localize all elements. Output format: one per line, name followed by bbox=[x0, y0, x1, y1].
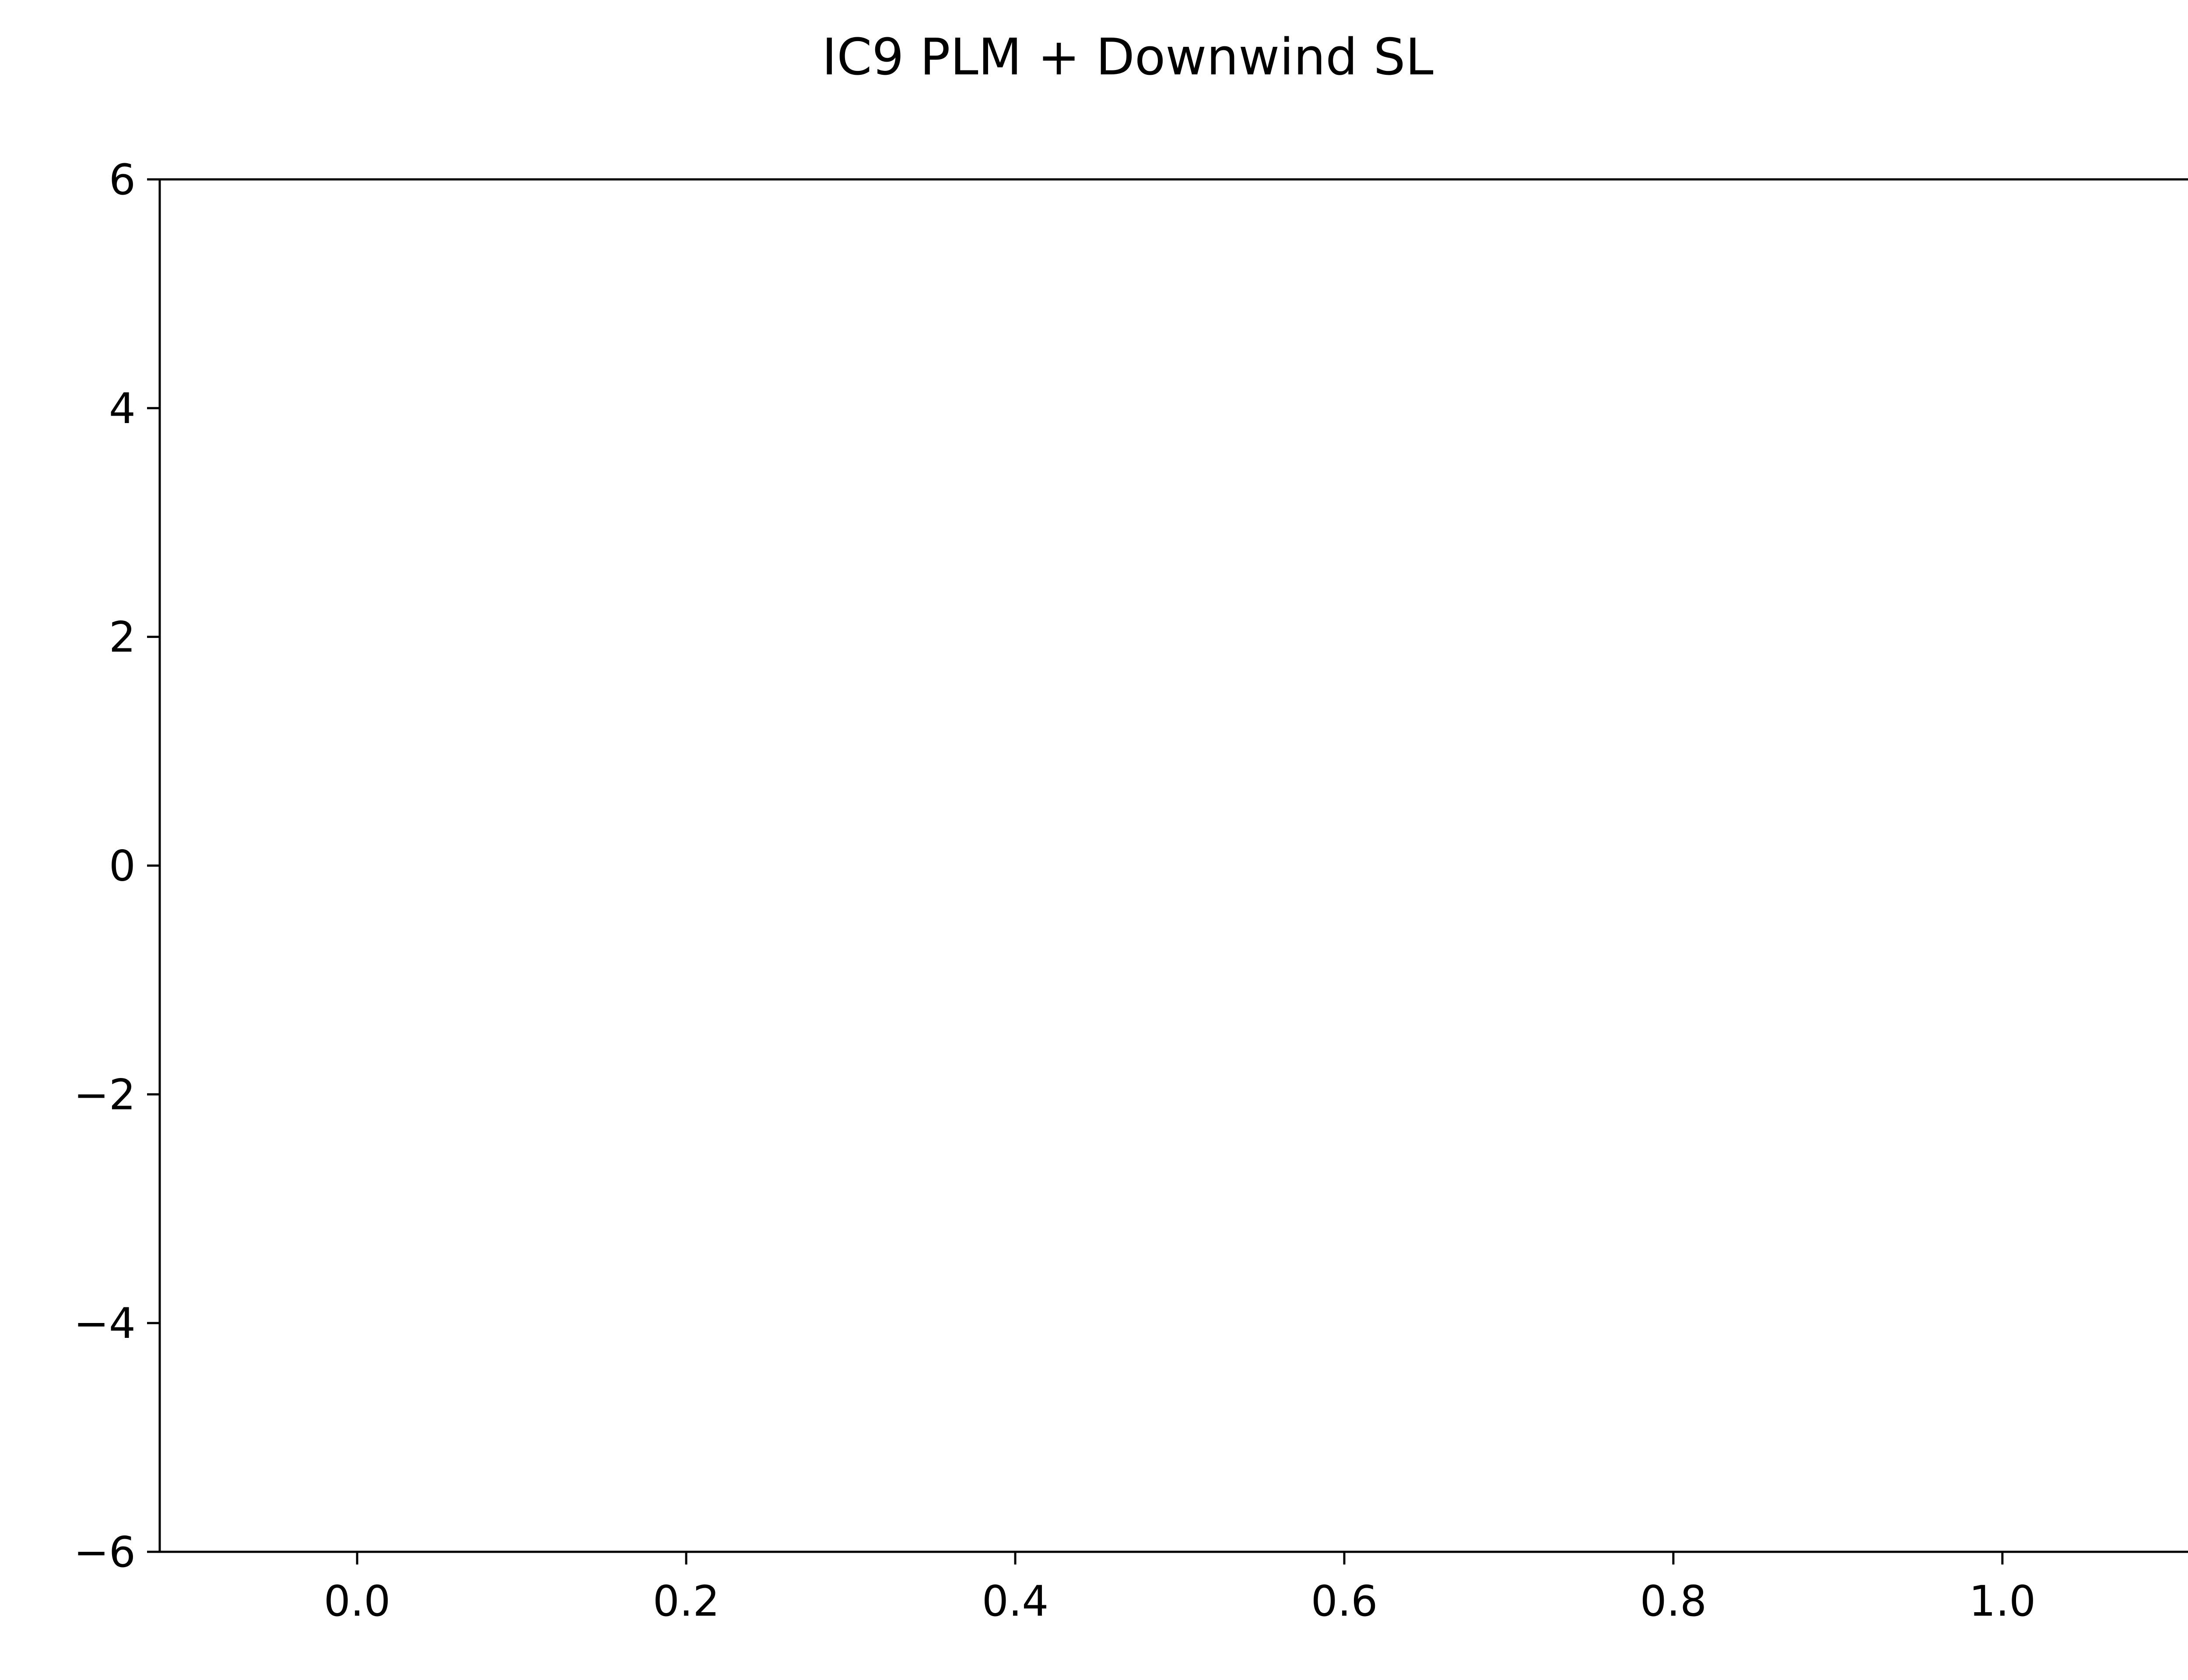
x-tick-label: 1.0 bbox=[1969, 1577, 2036, 1626]
x-axis: 0.0 0.2 0.4 0.6 0.8 1.0 bbox=[324, 1552, 2036, 1626]
y-tick-label: 4 bbox=[109, 384, 136, 433]
y-tick-label: −4 bbox=[74, 1299, 136, 1348]
y-tick-label: −6 bbox=[74, 1528, 136, 1577]
x-tick-label: 0.4 bbox=[982, 1577, 1049, 1626]
y-tick-label: 6 bbox=[109, 155, 136, 204]
y-tick-label: 2 bbox=[109, 613, 136, 662]
x-tick-label: 0.6 bbox=[1311, 1577, 1378, 1626]
y-tick-label: −2 bbox=[74, 1070, 136, 1119]
y-tick-label: 0 bbox=[109, 842, 136, 891]
y-axis: −6 −4 −2 0 2 4 6 bbox=[74, 155, 160, 1577]
x-tick-label: 0.2 bbox=[653, 1577, 720, 1626]
x-tick-label: 0.8 bbox=[1640, 1577, 1707, 1626]
chart-title: IC9 PLM + Downwind SL bbox=[822, 28, 1433, 87]
x-tick-label: 0.0 bbox=[324, 1577, 391, 1626]
